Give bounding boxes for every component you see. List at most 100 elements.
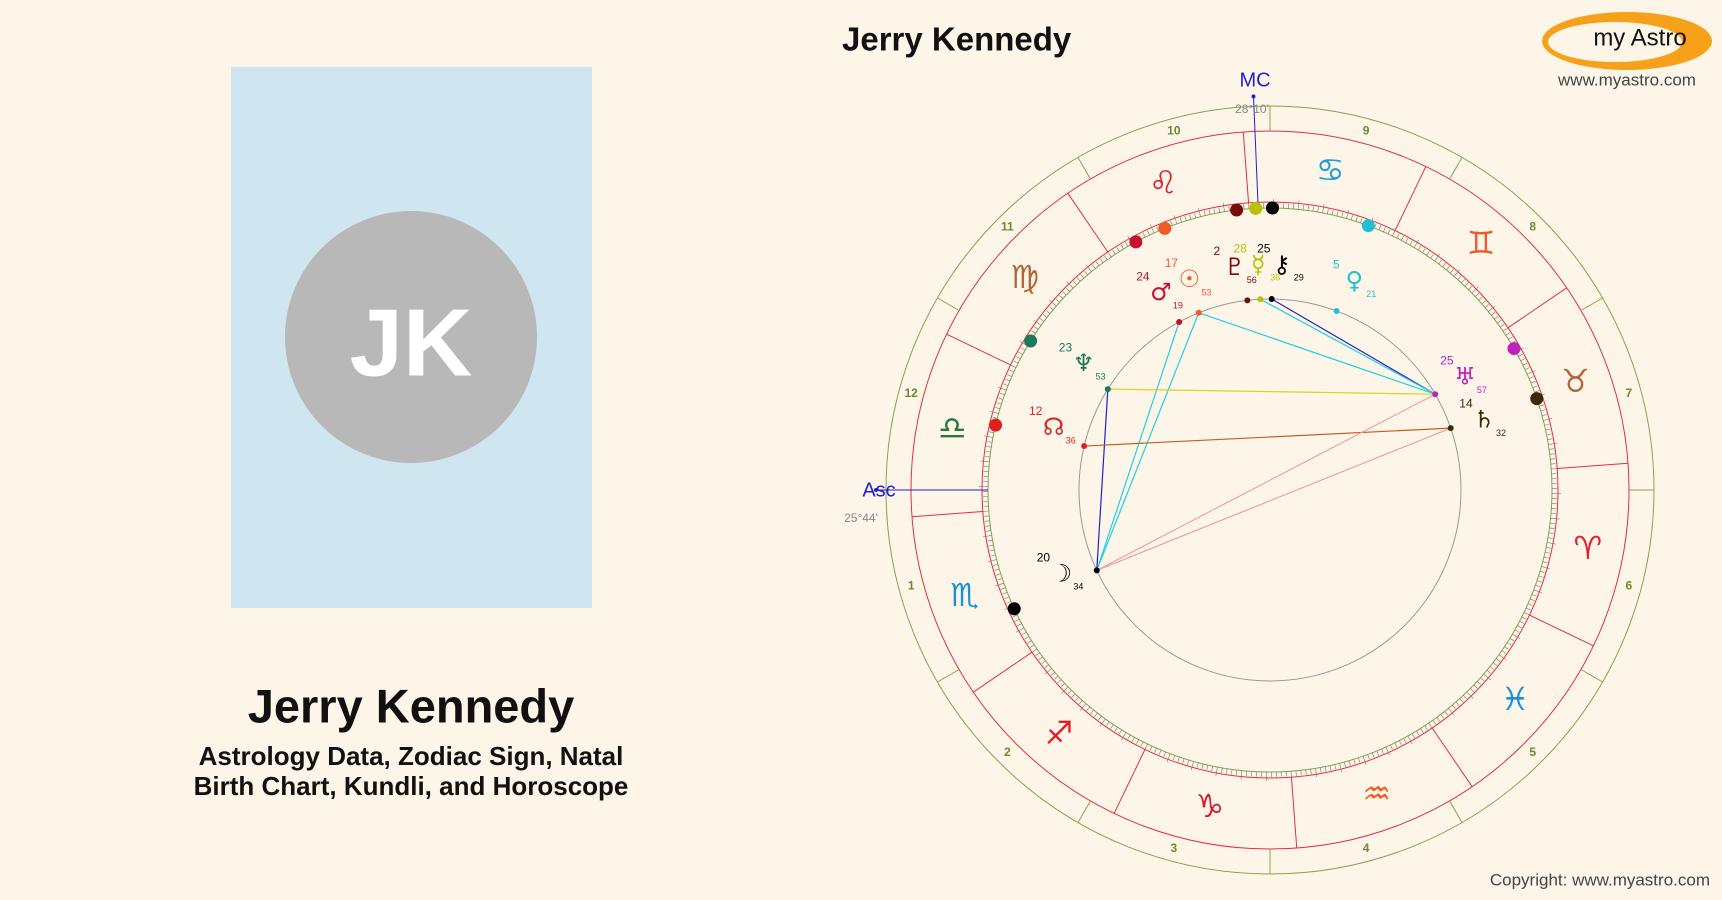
ring <box>981 201 1559 779</box>
house-number: 9 <box>1363 123 1370 137</box>
house-boundary <box>937 297 960 311</box>
degree-tick <box>1092 264 1096 269</box>
degree-tick <box>1484 304 1490 308</box>
initials: JK <box>350 289 473 396</box>
planet-glyph: ⚷ <box>1273 250 1291 278</box>
aspect-line <box>1107 388 1436 395</box>
degree-tick <box>1546 547 1552 549</box>
degree-tick <box>1156 226 1159 232</box>
degree-tick <box>1066 281 1074 289</box>
degree-tick <box>1432 720 1436 725</box>
planet-glyph: ☊ <box>1043 413 1064 441</box>
degree-tick <box>1079 703 1087 711</box>
house-number: 12 <box>904 386 918 400</box>
degree-tick <box>985 530 991 532</box>
degree-tick <box>1120 244 1124 250</box>
planet-dot <box>1507 342 1521 356</box>
degree-tick <box>1031 330 1036 334</box>
degree-tick <box>1343 761 1346 767</box>
house-number: 10 <box>1167 123 1181 137</box>
degree-tick <box>1177 756 1180 762</box>
house-boundary <box>1580 297 1603 311</box>
degree-tick <box>1075 696 1079 702</box>
planet-degree: 23 <box>1059 340 1073 354</box>
degree-tick <box>1228 205 1230 211</box>
degree-tick <box>1035 652 1040 656</box>
degree-tick <box>1495 658 1501 662</box>
degree-tick <box>987 559 997 563</box>
degree-tick <box>1049 299 1057 307</box>
site-url[interactable]: www.myastro.com <box>1557 70 1696 89</box>
degree-tick <box>1459 698 1464 703</box>
degree-tick <box>1080 274 1085 279</box>
house-boundary <box>1077 157 1091 180</box>
degree-tick <box>1526 370 1536 375</box>
avatar <box>285 211 537 463</box>
aspect-dot <box>1081 443 1088 450</box>
degree-tick <box>1182 758 1185 764</box>
degree-tick <box>1147 230 1150 236</box>
planet-glyph: ♆ <box>1073 349 1095 377</box>
degree-tick <box>1508 336 1513 340</box>
degree-tick <box>1374 223 1377 229</box>
planet-dot <box>989 418 1003 432</box>
degree-tick <box>1471 286 1479 294</box>
house-number: 3 <box>1171 841 1178 855</box>
degree-tick <box>1339 763 1343 773</box>
aspect-dot <box>1268 296 1275 303</box>
sign-boundary <box>1290 777 1298 849</box>
sign-glyph: ♐ <box>1045 714 1074 752</box>
degree-tick <box>1055 298 1060 303</box>
mc-label: MC <box>1239 69 1270 91</box>
planet-glyph: ☿ <box>1251 250 1266 278</box>
degree-tick <box>1013 360 1019 364</box>
degree-tick <box>1372 752 1375 758</box>
degree-tick <box>1396 233 1400 239</box>
sign-boundary <box>1113 749 1146 814</box>
subtitle: Birth Chart, Kundli, and Horoscope <box>194 771 629 801</box>
aspect-line <box>1096 427 1451 571</box>
degree-tick <box>1381 748 1384 754</box>
degree-tick <box>1470 688 1475 693</box>
aspect-line <box>1260 298 1436 395</box>
degree-tick <box>1529 598 1535 602</box>
degree-tick <box>1436 717 1441 722</box>
degree-tick <box>1547 542 1556 545</box>
degree-tick <box>993 563 999 566</box>
ring <box>1078 298 1462 682</box>
degree-tick <box>1041 660 1046 665</box>
aspect-dot <box>1257 296 1264 303</box>
planet-degree: 14 <box>1459 397 1473 411</box>
degree-tick <box>1142 232 1146 238</box>
degree-tick <box>984 456 990 458</box>
degree-tick <box>1203 210 1206 216</box>
planet-dot <box>1361 219 1375 233</box>
degree-tick <box>1547 438 1553 441</box>
degree-tick <box>1422 248 1426 253</box>
degree-tick <box>1060 683 1065 687</box>
degree-tick <box>1544 423 1550 426</box>
degree-tick <box>1346 209 1350 219</box>
degree-tick <box>1240 770 1243 780</box>
degree-tick <box>1300 770 1302 776</box>
degree-tick <box>1005 378 1011 382</box>
degree-tick <box>1385 746 1390 756</box>
degree-tick <box>1536 580 1542 583</box>
degree-tick <box>1329 765 1332 771</box>
degree-tick <box>1531 594 1537 597</box>
planet-glyph: ♅ <box>1454 363 1476 391</box>
degree-tick <box>1355 216 1358 222</box>
degree-tick <box>1095 261 1100 266</box>
degree-tick <box>1509 638 1515 642</box>
degree-tick <box>1464 282 1469 287</box>
degree-tick <box>1062 291 1067 296</box>
degree-tick <box>1491 312 1496 316</box>
house-number: 11 <box>1001 219 1014 233</box>
degree-tick <box>1073 280 1077 285</box>
aspect-dot <box>1195 309 1202 316</box>
planet-dot <box>1249 201 1263 215</box>
degree-tick <box>1221 767 1223 773</box>
degree-tick <box>1166 753 1171 763</box>
degree-tick <box>1512 633 1521 639</box>
logo-text[interactable]: my Astro <box>1593 24 1686 51</box>
